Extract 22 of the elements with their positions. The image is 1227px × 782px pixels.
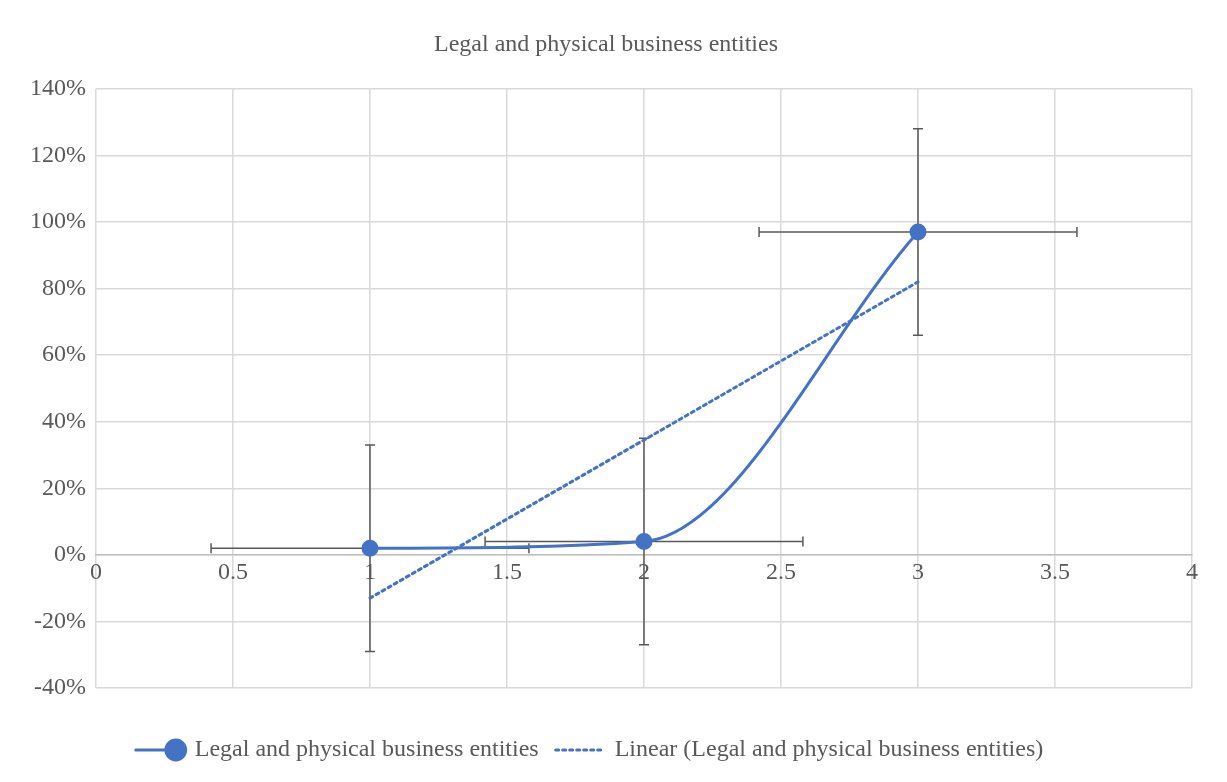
y-tick-label: 20%	[41, 473, 86, 500]
y-tick-label: 100%	[29, 207, 86, 234]
point	[635, 533, 653, 551]
x-tick-label: 3.5	[1040, 557, 1070, 584]
x-tick-label: 3	[912, 557, 924, 584]
y-tick-label: 40%	[41, 406, 86, 433]
y-tick-label: 120%	[29, 140, 86, 167]
x-tick-label: 0.5	[217, 557, 248, 584]
x-tick-label: 4	[1186, 557, 1198, 584]
point	[909, 223, 927, 241]
y-tick-label: 140%	[29, 74, 86, 101]
x-tick-label: 2.5	[766, 557, 796, 584]
y-tick-label: -20%	[34, 606, 86, 633]
legend-label: Legal and physical business entities	[194, 735, 539, 762]
y-tick-label: -40%	[34, 673, 86, 700]
y-tick-label: 80%	[41, 273, 86, 300]
legend-label: Linear (Legal and physical business entities)	[614, 735, 1044, 762]
x-tick-label: 1.5	[492, 557, 522, 584]
y-tick-label: 0%	[53, 540, 86, 567]
chart-title: Legal and physical business entities	[434, 29, 778, 56]
y-tick-label: 60%	[41, 340, 86, 367]
x-tick-label: 0	[89, 557, 102, 584]
